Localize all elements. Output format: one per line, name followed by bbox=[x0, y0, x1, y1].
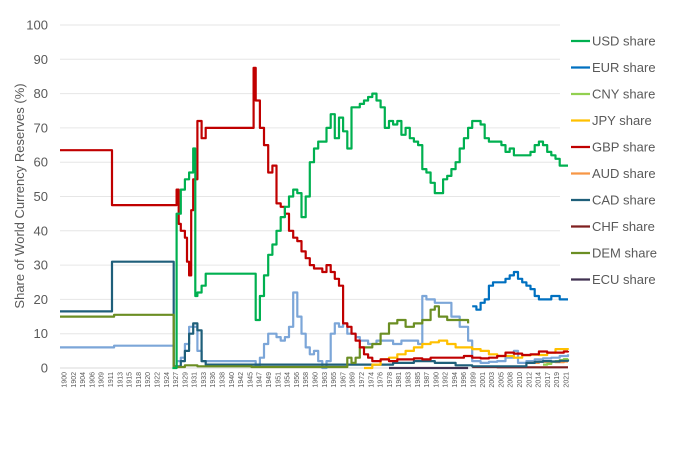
x-tick-label: 1927 bbox=[173, 372, 180, 388]
legend-label: JPY share bbox=[592, 113, 652, 128]
series-line-gbp-share bbox=[60, 66, 570, 363]
x-tick-label: 1900 bbox=[62, 372, 69, 388]
data-series bbox=[60, 66, 570, 370]
x-tick-label: 1909 bbox=[99, 372, 106, 388]
y-axis-ticks: 0 10 20 30 40 50 60 70 80 90 100 bbox=[26, 18, 48, 376]
x-tick-label: 1938 bbox=[220, 372, 227, 388]
x-tick-label: 1929 bbox=[182, 372, 189, 388]
legend-item: CAD share bbox=[571, 193, 656, 208]
legend-item: CHF share bbox=[571, 219, 655, 234]
y-tick-label: 20 bbox=[34, 292, 48, 307]
x-tick-label: 1958 bbox=[303, 372, 310, 388]
x-tick-label: 1951 bbox=[275, 372, 282, 388]
x-tick-label: 1920 bbox=[145, 372, 152, 388]
series-line-dem-share bbox=[60, 305, 470, 369]
x-tick-label: 2010 bbox=[517, 372, 524, 388]
legend-label: CNY share bbox=[592, 87, 655, 102]
x-tick-label: 2005 bbox=[498, 372, 505, 388]
x-tick-label: 1931 bbox=[192, 372, 199, 388]
legend-label: EUR share bbox=[592, 60, 656, 75]
legend: USD share EUR share CNY share JPY share GBP … bbox=[571, 34, 657, 287]
x-tick-label: 2017 bbox=[545, 372, 552, 388]
legend-item: USD share bbox=[571, 34, 656, 49]
x-tick-label: 2003 bbox=[489, 372, 496, 388]
legend-label: DEM share bbox=[592, 246, 657, 261]
legend-item: CNY share bbox=[571, 87, 655, 102]
x-tick-label: 1924 bbox=[164, 372, 171, 388]
legend-label: CAD share bbox=[592, 193, 656, 208]
legend-label: USD share bbox=[592, 34, 656, 49]
x-tick-label: 1976 bbox=[378, 372, 385, 388]
x-tick-label: 1902 bbox=[71, 372, 78, 388]
x-tick-label: 1936 bbox=[210, 372, 217, 388]
x-tick-label: 2019 bbox=[554, 372, 561, 388]
x-tick-label: 1911 bbox=[108, 372, 115, 387]
x-tick-label: 2001 bbox=[480, 372, 487, 388]
x-tick-label: 1915 bbox=[127, 372, 134, 388]
series-line-eur-share bbox=[472, 270, 568, 311]
x-tick-label: 1978 bbox=[387, 372, 394, 388]
legend-label: GBP share bbox=[592, 140, 655, 155]
y-tick-label: 100 bbox=[26, 18, 48, 33]
y-axis-label: Share of World Currency Reserves (%) bbox=[12, 83, 27, 308]
x-tick-label: 1999 bbox=[471, 372, 478, 388]
y-tick-label: 60 bbox=[34, 155, 48, 170]
x-tick-label: 1942 bbox=[238, 372, 245, 388]
legend-label: ECU share bbox=[592, 272, 656, 287]
x-tick-label: 1990 bbox=[433, 372, 440, 388]
x-tick-label: 1949 bbox=[266, 372, 273, 388]
legend-item: DEM share bbox=[571, 246, 657, 261]
y-tick-label: 50 bbox=[34, 189, 48, 204]
legend-item: ECU share bbox=[571, 272, 656, 287]
x-tick-label: 1947 bbox=[257, 372, 264, 388]
x-tick-label: 1992 bbox=[443, 372, 450, 388]
x-tick-label: 1969 bbox=[350, 372, 357, 388]
x-tick-label: 1933 bbox=[201, 372, 208, 388]
y-tick-label: 70 bbox=[34, 120, 48, 135]
x-tick-label: 1954 bbox=[285, 372, 292, 388]
x-tick-label: 1945 bbox=[247, 372, 254, 388]
legend-item: JPY share bbox=[571, 113, 652, 128]
x-tick-label: 1940 bbox=[229, 372, 236, 388]
x-tick-label: 1967 bbox=[340, 372, 347, 388]
y-tick-label: 80 bbox=[34, 86, 48, 101]
legend-item: AUD share bbox=[571, 166, 656, 181]
y-tick-label: 40 bbox=[34, 223, 48, 238]
legend-item: EUR share bbox=[571, 60, 656, 75]
x-tick-label: 1906 bbox=[89, 372, 96, 388]
y-tick-label: 90 bbox=[34, 52, 48, 67]
y-tick-label: 10 bbox=[34, 326, 48, 341]
x-tick-label: 1922 bbox=[154, 372, 161, 388]
series-line-usd-share bbox=[172, 92, 568, 370]
legend-label: AUD share bbox=[592, 166, 656, 181]
x-tick-label: 1918 bbox=[136, 372, 143, 388]
legend-item: GBP share bbox=[571, 140, 655, 155]
x-tick-label: 2008 bbox=[508, 372, 515, 388]
x-tick-label: 1965 bbox=[331, 372, 338, 388]
x-tick-label: 1904 bbox=[80, 372, 87, 388]
x-tick-label: 1960 bbox=[313, 372, 320, 388]
x-tick-label: 1981 bbox=[396, 372, 403, 388]
y-tick-label: 30 bbox=[34, 258, 48, 273]
x-tick-label: 1983 bbox=[405, 372, 412, 388]
x-tick-label: 1994 bbox=[452, 372, 459, 388]
x-tick-label: 1913 bbox=[117, 372, 124, 388]
x-tick-label: 1963 bbox=[322, 372, 329, 388]
x-tick-label: 1974 bbox=[368, 372, 375, 388]
x-tick-label: 1985 bbox=[415, 372, 422, 388]
x-tick-label: 1987 bbox=[424, 372, 431, 388]
x-tick-label: 1972 bbox=[359, 372, 366, 388]
legend-label: CHF share bbox=[592, 219, 655, 234]
series-line-cad-share bbox=[60, 260, 570, 368]
x-tick-label: 2012 bbox=[526, 372, 533, 388]
x-axis-ticks: 1900 1902 1904 1906 1909 1911 1913 1915 1918 1920… bbox=[62, 372, 571, 388]
series-line-other-unlabeled- bbox=[60, 291, 570, 370]
x-tick-label: 2014 bbox=[536, 372, 543, 388]
x-tick-label: 1996 bbox=[461, 372, 468, 388]
x-tick-label: 1956 bbox=[294, 372, 301, 388]
x-tick-label: 2021 bbox=[564, 372, 571, 388]
y-tick-label: 0 bbox=[41, 361, 48, 376]
